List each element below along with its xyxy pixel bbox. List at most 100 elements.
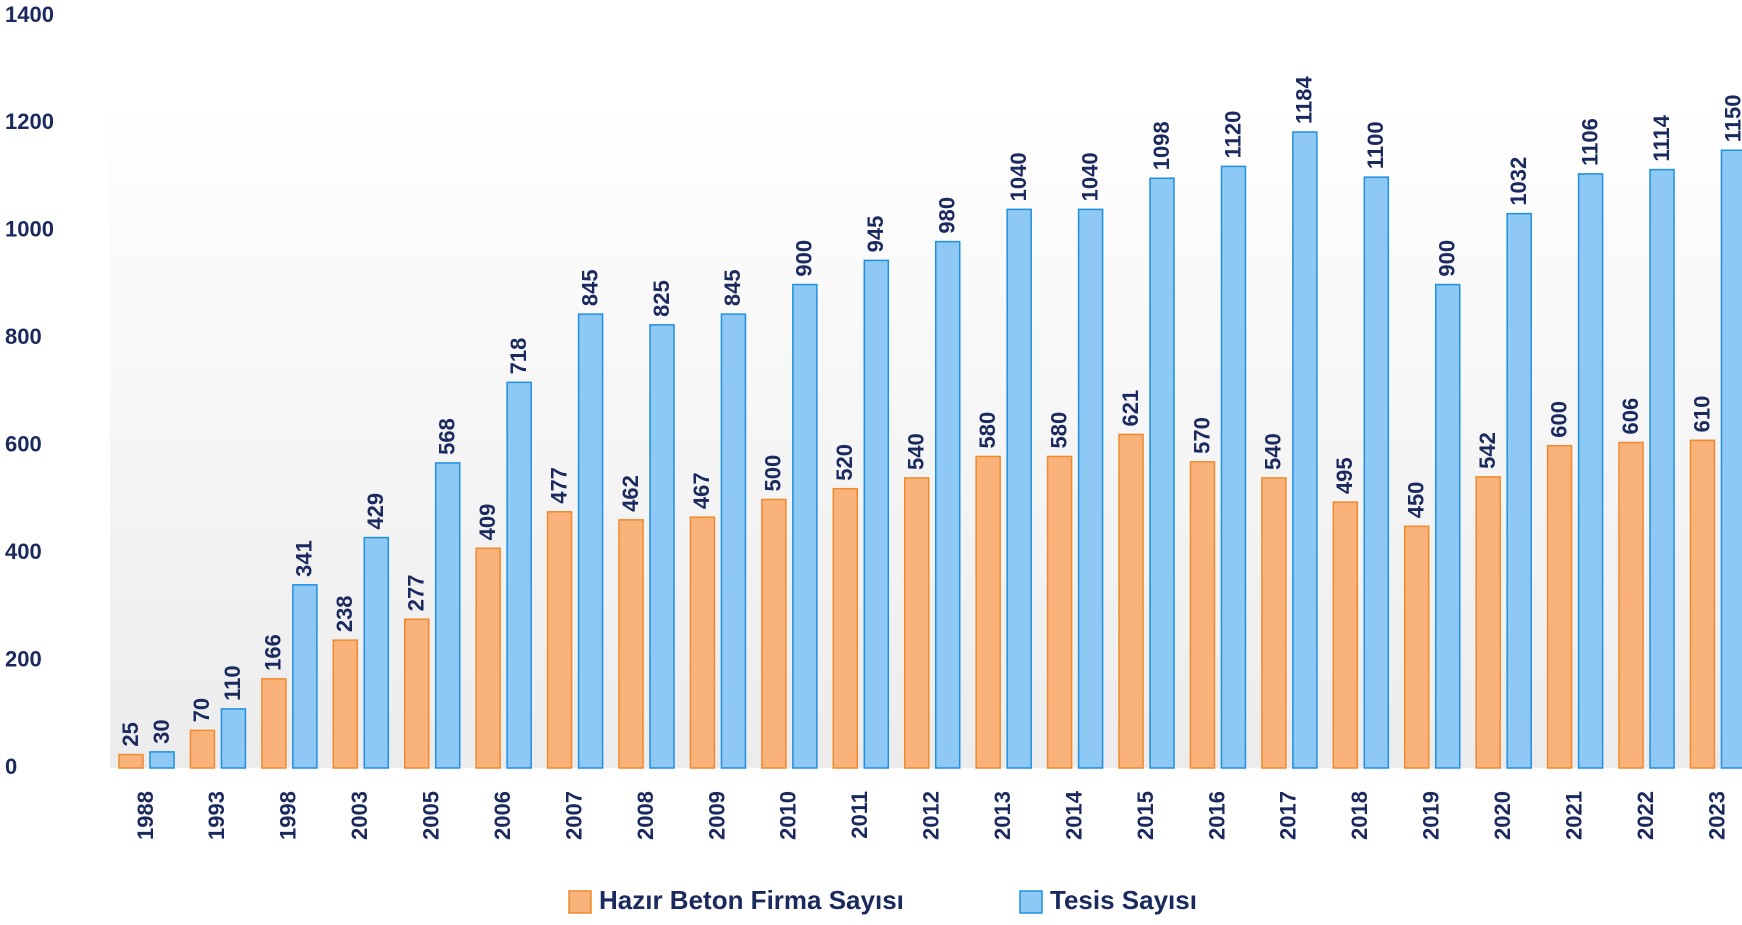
bar [1649,168,1675,769]
bar [1434,283,1461,769]
bar [1363,176,1390,769]
value-label: 1032 [1506,157,1531,206]
bar [1403,525,1430,769]
bar [863,259,890,769]
x-tick-label: 1998 [276,791,301,840]
value-label: 1040 [1077,152,1102,201]
bar [434,462,461,769]
x-tick-label: 2016 [1204,791,1229,840]
value-label: 606 [1618,398,1643,435]
x-tick-label: 2011 [847,791,872,839]
bar [261,678,287,769]
value-label: 900 [792,240,817,277]
bar [1261,477,1287,769]
value-label: 580 [1046,412,1071,449]
x-tick-label: 2019 [1419,791,1444,840]
value-label: 825 [649,280,674,317]
value-label: 568 [435,418,460,455]
value-label: 1150 [1720,95,1742,143]
value-label: 1114 [1649,114,1674,161]
bar [720,313,747,769]
bar [649,324,675,769]
value-label: 718 [506,338,531,375]
x-tick-label: 2014 [1061,790,1086,840]
bar [1077,208,1104,769]
bar [1292,131,1318,769]
bar [1546,444,1573,769]
x-tick-label: 2022 [1633,791,1658,840]
bar [1506,212,1532,769]
bar [689,516,716,769]
x-tick-label: 2013 [990,791,1015,840]
y-tick-label: 1200 [5,109,54,134]
bar [1189,461,1216,769]
value-label: 621 [1118,390,1143,427]
value-label: 462 [618,475,643,512]
value-label: 341 [292,540,317,577]
x-tick-label: 2007 [561,791,586,840]
value-label: 540 [1261,433,1286,470]
value-label: 900 [1435,240,1460,277]
value-label: 945 [863,216,888,253]
y-tick-label: 1000 [5,217,54,242]
value-label: 845 [720,269,745,306]
value-label: 110 [220,665,245,701]
bar [1689,439,1716,769]
y-tick-label: 800 [5,324,42,349]
y-tick-label: 1400 [5,2,54,27]
x-tick-label: 1993 [204,791,229,840]
value-label: 450 [1404,482,1429,519]
bar [1006,208,1032,769]
y-tick-label: 400 [5,539,42,564]
y-tick-label: 600 [5,432,42,457]
value-label: 570 [1189,417,1214,454]
bar [118,753,144,769]
bar [761,498,787,769]
bar [475,547,501,769]
x-tick-label: 2005 [419,791,444,840]
bar [1577,173,1604,769]
value-label: 1120 [1220,111,1245,159]
bar [975,455,1001,769]
value-label: 580 [975,412,1000,449]
legend-swatch [568,890,592,914]
bar [1220,165,1247,769]
bar [1332,501,1359,769]
bar [363,536,390,769]
value-label: 409 [475,504,500,541]
bar [903,477,930,769]
bar [618,519,644,769]
value-label: 495 [1332,457,1357,494]
x-tick-label: 2018 [1347,791,1372,840]
bar [1149,177,1175,769]
value-label: 238 [332,595,357,632]
x-tick-label: 2015 [1133,791,1158,840]
bar [1118,433,1144,769]
x-tick-label: 2003 [347,791,372,840]
legend-swatch [1019,890,1043,914]
value-label: 980 [935,197,960,234]
bar [149,751,175,769]
x-tick-label: 2023 [1704,791,1729,840]
legend-label: Hazır Beton Firma Sayısı [599,885,904,915]
x-tick-label: 2009 [704,791,729,840]
x-tick-label: 1988 [133,791,158,840]
value-label: 429 [363,493,388,530]
value-label: 477 [546,467,571,504]
value-label: 25 [118,722,143,746]
value-label: 1098 [1149,121,1174,170]
value-label: 1040 [1006,152,1031,201]
value-label: 845 [577,269,602,306]
x-tick-label: 2017 [1276,791,1301,840]
bar [403,618,430,769]
bar [934,240,961,769]
value-label: 540 [904,433,929,470]
x-tick-label: 2012 [919,791,944,840]
bar [506,381,532,769]
bar [577,313,604,769]
x-tick-label: 2010 [776,791,801,840]
x-tick-label: 2021 [1561,791,1586,840]
value-label: 610 [1689,396,1714,433]
value-label: 542 [1475,432,1500,469]
x-tick-label: 2020 [1490,791,1515,840]
